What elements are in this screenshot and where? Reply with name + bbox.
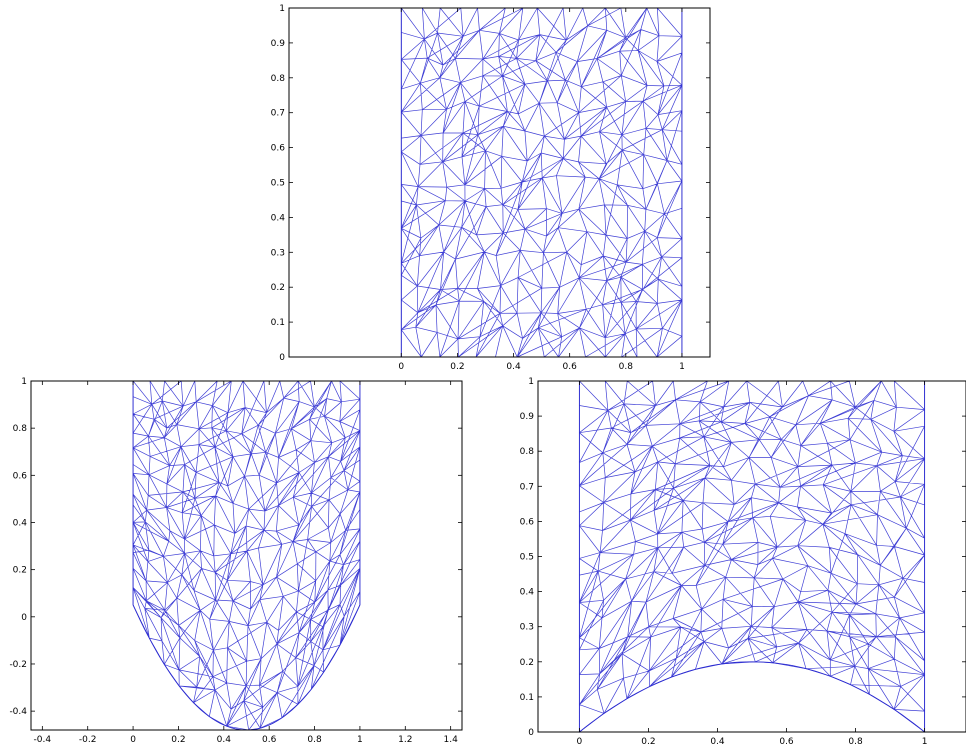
x-tick-label: 0.6: [779, 737, 794, 747]
x-tick-label: 0.2: [450, 362, 464, 372]
x-tick-label: 0.4: [710, 737, 725, 747]
x-tick-label: 0.8: [848, 737, 863, 747]
y-tick-label: 0.1: [271, 318, 285, 328]
y-tick-label: 0.8: [271, 74, 286, 84]
y-tick-label: 0: [21, 613, 27, 623]
y-tick-label: 0.3: [271, 248, 285, 258]
y-tick-label: -0.4: [9, 707, 27, 717]
y-tick-label: 0: [279, 353, 285, 363]
y-tick-label: 0.7: [520, 482, 534, 492]
y-tick-label: 0.6: [520, 517, 535, 527]
x-tick-label: -0.4: [34, 735, 52, 745]
y-tick-label: 0.7: [271, 109, 285, 119]
x-tick-label: 0: [130, 735, 136, 745]
y-tick-label: 0.8: [520, 447, 535, 457]
x-tick-label: 1: [922, 737, 928, 747]
x-tick-label: 1.4: [443, 735, 458, 745]
x-tick-label: 0.4: [217, 735, 232, 745]
x-tick-label: 0.6: [262, 735, 277, 745]
y-tick-label: -0.2: [9, 660, 27, 670]
x-tick-label: 0.2: [641, 737, 655, 747]
y-tick-label: 0.5: [271, 179, 285, 189]
x-tick-label: 0.4: [506, 362, 521, 372]
y-tick-label: 0.6: [13, 471, 28, 481]
y-tick-label: 0.3: [520, 623, 534, 633]
y-tick-label: 0.4: [271, 213, 286, 223]
x-tick-label: 0.6: [563, 362, 578, 372]
x-tick-label: 1.2: [398, 735, 412, 745]
y-tick-label: 0.9: [271, 39, 286, 49]
y-tick-label: 0.2: [520, 658, 534, 668]
y-tick-label: 0.4: [13, 518, 28, 528]
y-tick-label: 0.2: [13, 566, 27, 576]
x-tick-label: 0: [398, 362, 404, 372]
y-tick-label: 0.6: [271, 144, 286, 154]
x-tick-label: 1: [679, 362, 685, 372]
x-tick-label: 0: [577, 737, 583, 747]
y-tick-label: 0: [528, 728, 534, 738]
x-tick-label: -0.2: [79, 735, 97, 745]
y-tick-label: 0.5: [520, 553, 534, 563]
x-tick-label: 0.8: [619, 362, 634, 372]
y-tick-label: 0.4: [520, 588, 535, 598]
y-tick-label: 1: [21, 377, 27, 387]
x-tick-label: 0.2: [171, 735, 185, 745]
y-tick-label: 1: [528, 377, 534, 387]
y-tick-label: 0.2: [271, 283, 285, 293]
x-tick-label: 1: [357, 735, 363, 745]
y-tick-label: 1: [279, 4, 285, 14]
y-tick-label: 0.1: [520, 693, 534, 703]
x-tick-label: 0.8: [307, 735, 322, 745]
y-tick-label: 0.8: [13, 424, 28, 434]
y-tick-label: 0.9: [520, 412, 535, 422]
